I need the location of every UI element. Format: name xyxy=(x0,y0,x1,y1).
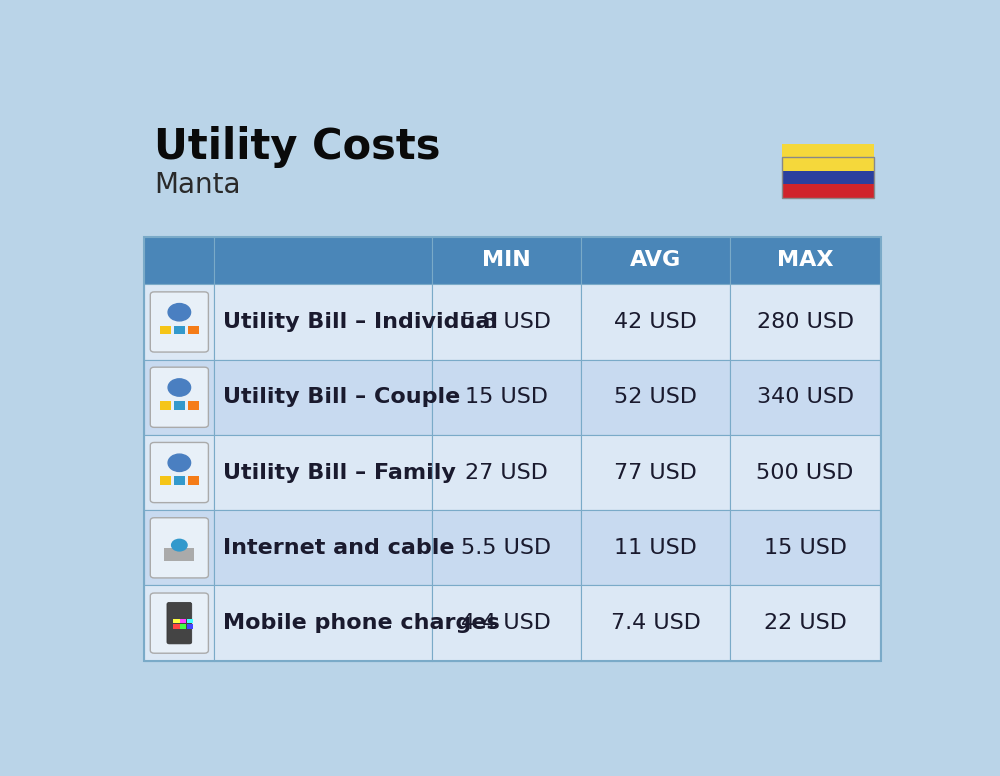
Bar xyxy=(730,284,880,359)
Bar xyxy=(180,618,186,623)
Circle shape xyxy=(168,379,191,397)
Text: 7.4 USD: 7.4 USD xyxy=(611,613,701,633)
Bar xyxy=(214,510,432,585)
Text: 15 USD: 15 USD xyxy=(465,387,548,407)
Bar xyxy=(730,359,880,435)
Bar xyxy=(782,144,874,171)
Bar xyxy=(187,624,193,629)
Bar xyxy=(188,326,199,334)
Bar xyxy=(180,624,186,629)
Bar xyxy=(214,237,432,284)
Text: Utility Costs: Utility Costs xyxy=(154,126,441,168)
Bar xyxy=(144,359,214,435)
Circle shape xyxy=(171,539,188,552)
Bar xyxy=(581,237,730,284)
Text: 5.8 USD: 5.8 USD xyxy=(461,312,551,332)
Text: Utility Bill – Family: Utility Bill – Family xyxy=(223,462,456,483)
Bar xyxy=(174,326,185,334)
Text: AVG: AVG xyxy=(630,251,681,270)
Bar xyxy=(432,510,581,585)
Bar xyxy=(782,184,874,198)
FancyBboxPatch shape xyxy=(150,292,208,352)
Text: 11 USD: 11 USD xyxy=(614,538,697,558)
Bar xyxy=(188,401,199,410)
Bar xyxy=(581,585,730,660)
Bar xyxy=(173,618,180,623)
Text: 500 USD: 500 USD xyxy=(756,462,854,483)
Text: Utility Bill – Individual: Utility Bill – Individual xyxy=(223,312,498,332)
Bar xyxy=(432,585,581,660)
Bar xyxy=(581,284,730,359)
Bar xyxy=(782,158,874,198)
Text: 77 USD: 77 USD xyxy=(614,462,697,483)
Text: 280 USD: 280 USD xyxy=(757,312,854,332)
Bar xyxy=(144,435,214,510)
Text: 15 USD: 15 USD xyxy=(764,538,847,558)
Bar xyxy=(581,359,730,435)
Bar xyxy=(432,435,581,510)
Text: MIN: MIN xyxy=(482,251,531,270)
Bar xyxy=(730,585,880,660)
FancyBboxPatch shape xyxy=(150,593,208,653)
Circle shape xyxy=(168,303,191,321)
Text: Mobile phone charges: Mobile phone charges xyxy=(223,613,500,633)
FancyBboxPatch shape xyxy=(167,602,192,644)
Bar xyxy=(188,476,199,485)
Bar xyxy=(144,237,881,660)
Bar xyxy=(214,435,432,510)
Bar xyxy=(782,171,874,184)
Text: Manta: Manta xyxy=(154,171,241,199)
Circle shape xyxy=(168,454,191,472)
Bar xyxy=(164,548,194,561)
Text: 4.4 USD: 4.4 USD xyxy=(461,613,551,633)
Bar xyxy=(144,510,214,585)
Text: 5.5 USD: 5.5 USD xyxy=(461,538,551,558)
Text: Utility Bill – Couple: Utility Bill – Couple xyxy=(223,387,460,407)
Bar xyxy=(173,624,180,629)
Bar xyxy=(432,284,581,359)
Text: MAX: MAX xyxy=(777,251,833,270)
Bar xyxy=(174,401,185,410)
Text: 22 USD: 22 USD xyxy=(764,613,847,633)
Bar xyxy=(214,359,432,435)
Bar xyxy=(144,585,214,660)
Bar xyxy=(144,284,214,359)
Bar xyxy=(581,435,730,510)
Bar xyxy=(187,618,193,623)
FancyBboxPatch shape xyxy=(150,442,208,503)
Bar xyxy=(160,476,171,485)
Bar xyxy=(730,237,880,284)
Bar xyxy=(160,326,171,334)
Bar xyxy=(730,435,880,510)
Bar xyxy=(432,359,581,435)
Bar xyxy=(214,284,432,359)
Text: 27 USD: 27 USD xyxy=(465,462,548,483)
Text: 340 USD: 340 USD xyxy=(757,387,854,407)
Text: Internet and cable: Internet and cable xyxy=(223,538,455,558)
Bar xyxy=(581,510,730,585)
FancyBboxPatch shape xyxy=(150,518,208,578)
Bar xyxy=(730,510,880,585)
Bar xyxy=(174,476,185,485)
Text: 42 USD: 42 USD xyxy=(614,312,697,332)
FancyBboxPatch shape xyxy=(150,367,208,428)
Bar xyxy=(214,585,432,660)
Bar xyxy=(160,401,171,410)
Text: 52 USD: 52 USD xyxy=(614,387,697,407)
Bar xyxy=(144,237,214,284)
Bar xyxy=(432,237,581,284)
